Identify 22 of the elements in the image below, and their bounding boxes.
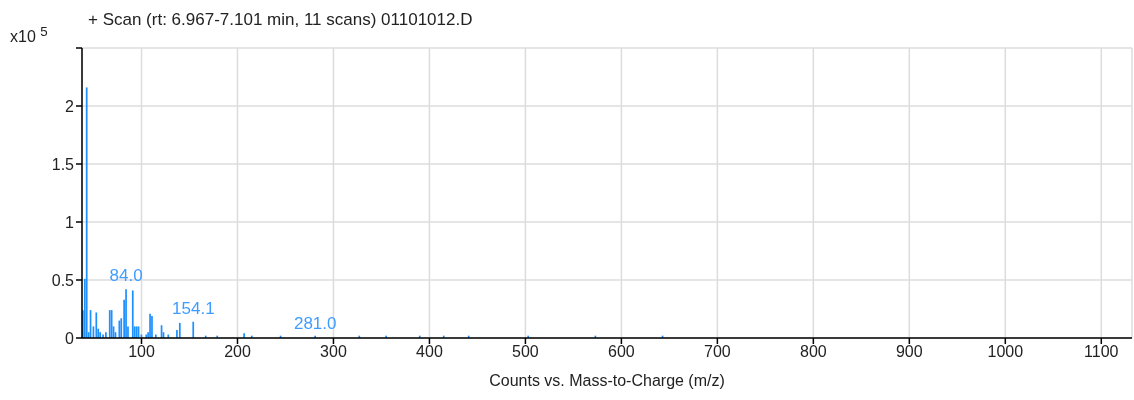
annotation: 281.0 [293,313,337,333]
x-tick-label: 900 [895,343,923,361]
x-tick-label: 1100 [1084,343,1119,361]
y-tick-label: 0.5 [51,271,75,289]
x-tick-label: 700 [704,343,731,361]
y-tick-label: 1 [65,213,75,231]
annotation: 154.1 [172,298,215,318]
chart-title: + Scan (rt: 6.967-7.101 min, 11 scans) 01101012.D [88,10,473,30]
x-tick-label: 100 [128,343,155,361]
y-tick-label: 1.5 [51,155,75,173]
x-tick-label: 300 [320,343,347,361]
x-axis-title: Counts vs. Mass-to-Charge (m/z) [488,372,726,390]
y-tick-label: 2 [65,97,75,115]
x-tick-label: 500 [512,343,539,361]
annotation: 84.0 [109,266,143,286]
x-tick-label: 600 [608,343,635,361]
x-tick-label: 800 [800,343,827,361]
x-tick-label: 200 [224,343,251,361]
x-tick-label: 400 [416,343,443,361]
y-tick-label: 0 [65,329,75,347]
x-tick-label: 1000 [987,343,1024,361]
y-axis-title: x10 $^{5}$ [10,24,48,47]
